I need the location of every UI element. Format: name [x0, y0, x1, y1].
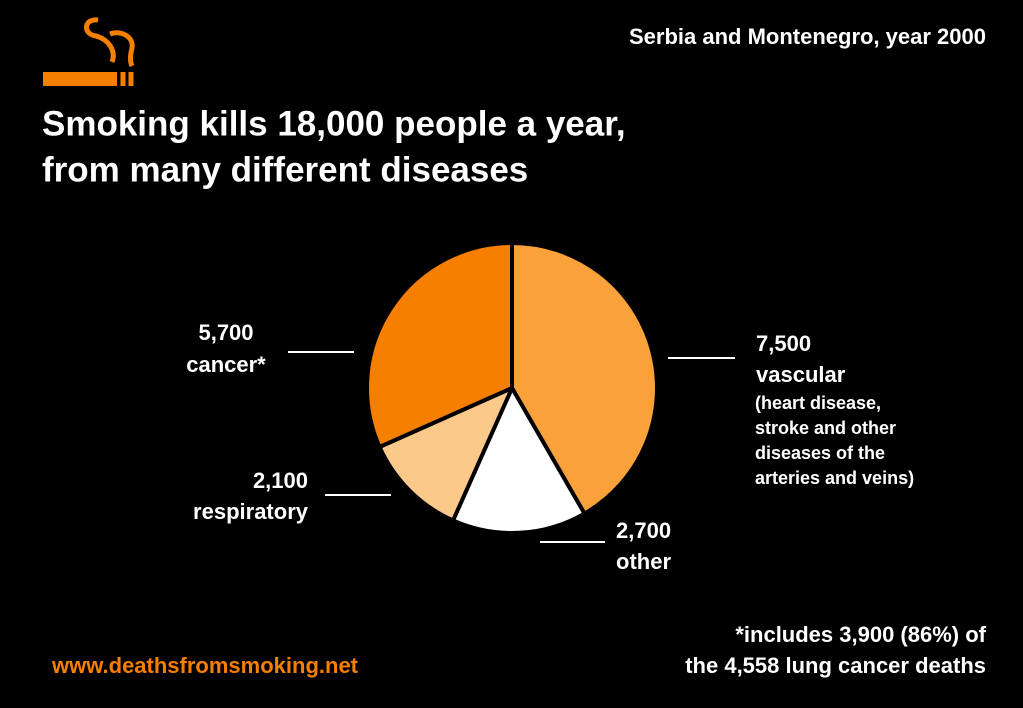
source: www.deathsfromsmoking.net [51, 653, 359, 678]
category-detail: stroke and other [755, 418, 896, 438]
category-label: cancer* [186, 352, 266, 377]
title-line: Smoking kills 18,000 people a year, [42, 104, 626, 143]
subtitle: Serbia and Montenegro, year 2000 [629, 24, 986, 49]
category-label: respiratory [193, 499, 309, 524]
title-line: from many different diseases [42, 150, 528, 189]
value-label: 2,100 [253, 468, 308, 493]
pie-slice [510, 241, 659, 516]
category-label: other [616, 549, 671, 574]
pie-slice [377, 386, 514, 523]
logo [43, 17, 135, 86]
category-detail: diseases of the [755, 443, 885, 463]
footnote: *includes 3,900 (86%) of [735, 622, 986, 647]
category-label: vascular [756, 362, 846, 387]
value-label: 7,500 [756, 331, 811, 356]
category-detail: arteries and veins) [755, 468, 914, 488]
pie-slice [365, 241, 514, 449]
category-detail: (heart disease, [755, 393, 881, 413]
value-label: 2,700 [616, 518, 671, 543]
pie-slice [451, 386, 587, 535]
footnote: the 4,558 lung cancer deaths [685, 653, 986, 678]
value-label: 5,700 [198, 320, 253, 345]
